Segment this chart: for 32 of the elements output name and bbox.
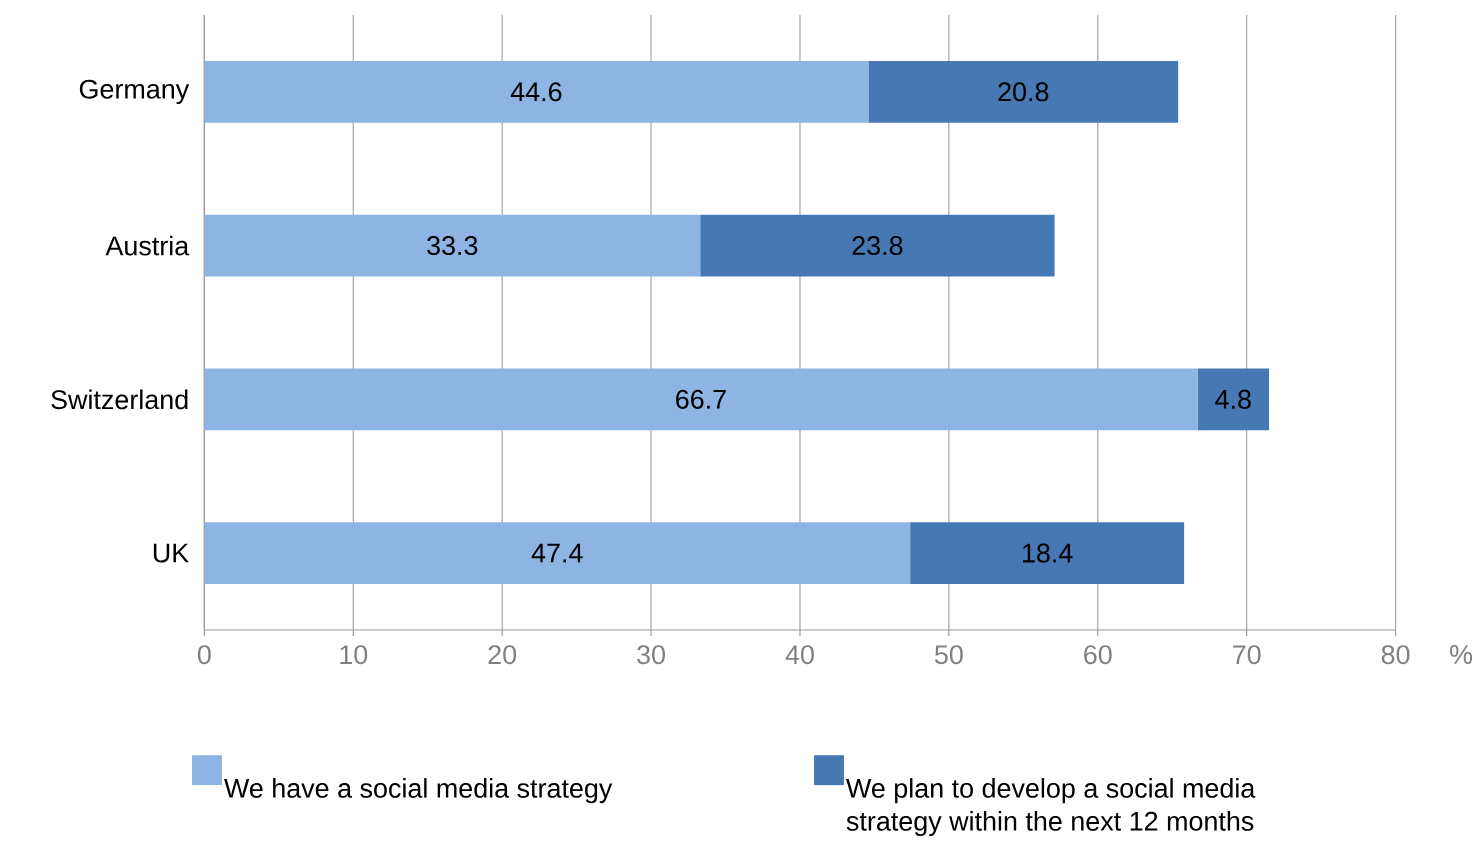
x-tick-label: 80	[1381, 645, 1410, 665]
x-tick-label: 30	[637, 645, 665, 665]
data-label: 23.8	[852, 235, 903, 255]
x-tick-label: 10	[340, 645, 368, 665]
bar	[910, 522, 1185, 584]
bar	[868, 60, 1179, 123]
x-tick-label: 50	[934, 645, 963, 665]
x-tick-label: 70	[1233, 645, 1261, 665]
legend-label: We plan to develop a social media strategy within the next 12 months	[846, 777, 1256, 836]
y-tick-label: UK	[153, 543, 189, 563]
bar	[1197, 368, 1269, 431]
data-label: 47.4	[531, 543, 583, 563]
x-tick-label: 60	[1084, 645, 1112, 665]
data-label: 18.4	[1023, 543, 1073, 563]
x-tick-label: 40	[785, 645, 814, 665]
data-label: 20.8	[998, 82, 1049, 102]
y-tick-label: Switzerland	[51, 389, 188, 410]
x-axis-title: %	[1450, 644, 1473, 664]
data-label: 66.7	[676, 389, 726, 409]
bar	[204, 214, 701, 277]
bar	[700, 214, 1055, 277]
data-label: 44.6	[510, 82, 562, 102]
x-tick-label: 20	[488, 645, 517, 665]
data-label: 33.3	[427, 235, 478, 255]
bar	[204, 368, 1198, 431]
y-tick-label: Austria	[105, 235, 190, 256]
x-tick-label: 0	[197, 645, 211, 665]
data-label: 4.8	[1215, 389, 1251, 409]
legend-label: We have a social media strategy	[224, 777, 613, 804]
y-tick-label: Germany	[79, 79, 190, 104]
bar	[204, 522, 911, 584]
bar	[204, 60, 869, 123]
